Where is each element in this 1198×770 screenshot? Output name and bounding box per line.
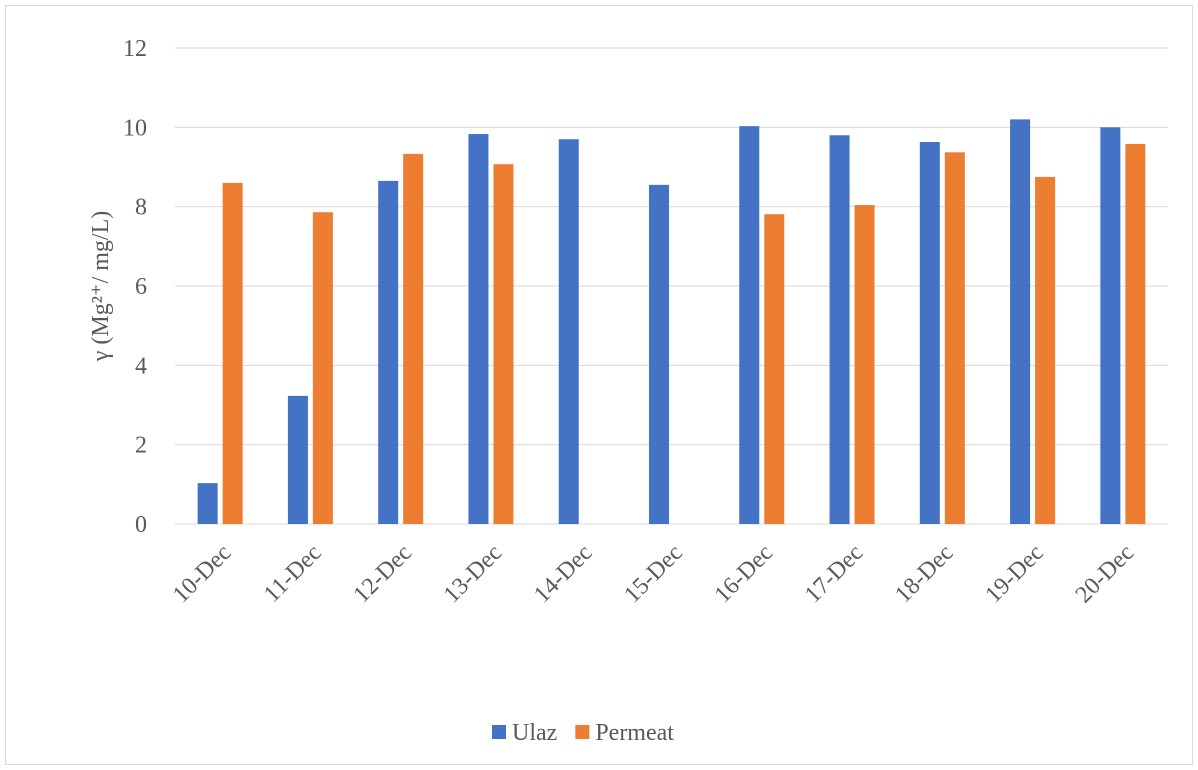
bar bbox=[468, 134, 489, 524]
legend-label: Permeat bbox=[595, 720, 674, 746]
bar bbox=[739, 126, 760, 524]
bar bbox=[829, 135, 850, 524]
y-tick-label: 12 bbox=[123, 36, 147, 62]
bar bbox=[558, 139, 579, 524]
chart-border bbox=[5, 5, 1193, 765]
bar bbox=[764, 214, 785, 524]
bar bbox=[197, 483, 218, 524]
y-tick-label: 8 bbox=[135, 195, 147, 221]
bar bbox=[649, 184, 669, 524]
bar bbox=[1125, 143, 1146, 524]
bar bbox=[222, 182, 243, 524]
bar bbox=[1035, 176, 1056, 524]
legend-swatch bbox=[492, 725, 506, 739]
y-tick-label: 4 bbox=[135, 353, 147, 379]
y-tick-label: 10 bbox=[123, 115, 147, 141]
y-tick-label: 0 bbox=[135, 512, 147, 538]
legend-swatch bbox=[575, 725, 590, 739]
bar bbox=[493, 164, 514, 524]
bar bbox=[919, 142, 940, 524]
bar bbox=[287, 395, 308, 524]
y-tick-label: 6 bbox=[135, 274, 147, 300]
bar bbox=[312, 212, 333, 524]
bar bbox=[854, 205, 875, 524]
bar bbox=[944, 152, 965, 524]
bar bbox=[378, 180, 399, 524]
legend-label: Ulaz bbox=[512, 720, 557, 746]
bar bbox=[403, 153, 424, 524]
y-axis-label: γ (Mg²⁺/ mg/L) bbox=[88, 211, 114, 362]
bar bbox=[1010, 119, 1031, 525]
y-tick-label: 2 bbox=[135, 433, 147, 459]
bar bbox=[1100, 127, 1121, 524]
